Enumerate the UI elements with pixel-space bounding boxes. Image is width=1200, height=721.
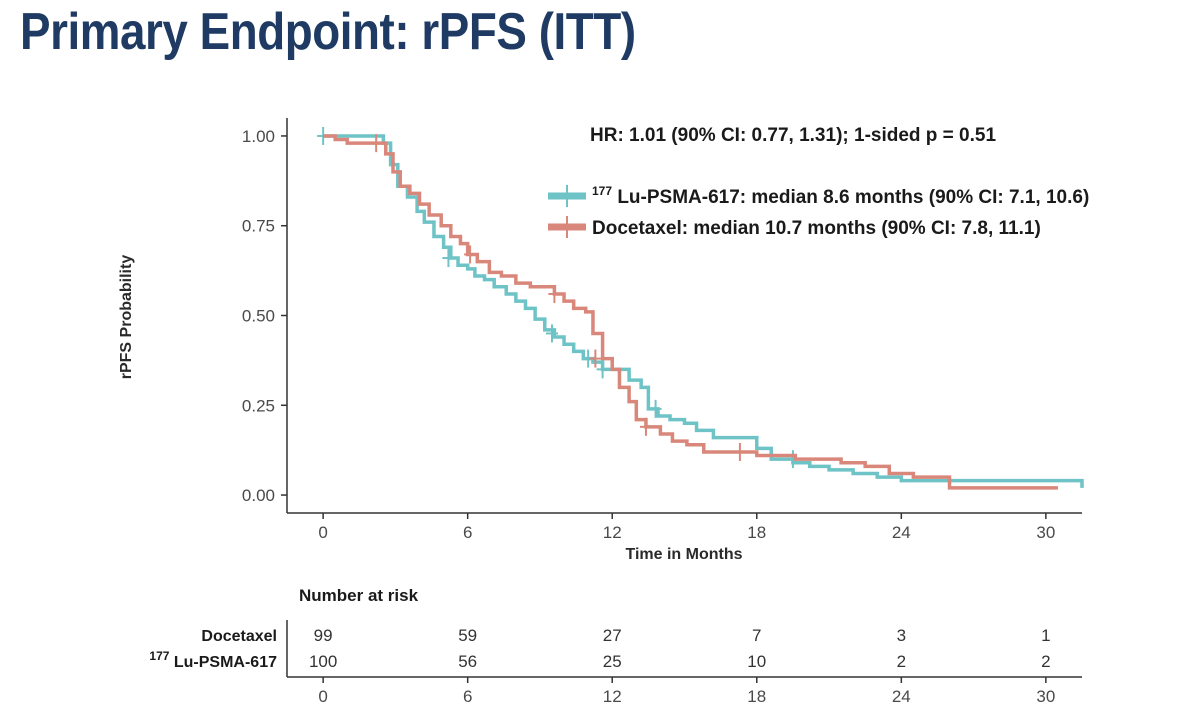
legend: 177 Lu-PSMA-617: median 8.6 months (90% … — [548, 179, 1089, 239]
legend-item-lu: 177 Lu-PSMA-617: median 8.6 months (90% … — [548, 179, 1089, 208]
hr-annotation: HR: 1.01 (90% CI: 0.77, 1.31); 1-sided p… — [590, 125, 996, 146]
risk-x-tick-label: 12 — [603, 687, 622, 706]
risk-x-tick-label: 24 — [892, 687, 911, 706]
risk-table-values: 99 59 27 7 3 1 100 56 25 10 2 2 — [309, 626, 1051, 671]
risk-table-cell: 56 — [458, 652, 477, 671]
km-curves — [317, 126, 1084, 490]
risk-row-label-lu-sup: 177 — [149, 649, 169, 663]
y-ticks: 0.00 0.25 0.50 0.75 1.00 — [242, 127, 287, 505]
risk-table-cell: 2 — [1041, 652, 1050, 671]
legend-label-docetaxel: Docetaxel: median 10.7 months (90% CI: 7… — [592, 218, 1041, 239]
risk-table-cell: 100 — [309, 652, 337, 671]
risk-table-cell: 3 — [897, 626, 906, 645]
x-tick-label: 0 — [318, 523, 327, 542]
risk-row-label-lu-main: Lu-PSMA-617 — [174, 654, 277, 671]
legend-label-lu: 177 Lu-PSMA-617: median 8.6 months (90% … — [592, 179, 1089, 208]
legend-item-docetaxel: Docetaxel: median 10.7 months (90% CI: 7… — [548, 216, 1041, 239]
y-tick-label: 0.75 — [242, 217, 275, 236]
risk-row-label-docetaxel: Docetaxel — [201, 628, 277, 645]
x-tick-label: 18 — [747, 523, 766, 542]
docetaxel-curve — [323, 134, 1058, 490]
y-tick-label: 0.50 — [242, 307, 275, 326]
risk-table-title: Number at risk — [299, 586, 419, 605]
y-axis-label: rPFS Probability — [118, 255, 135, 380]
legend-label-lu-main: Lu-PSMA-617: median 8.6 months (90% CI: … — [617, 187, 1089, 208]
x-ticks: 0 6 12 18 24 30 — [318, 513, 1055, 542]
x-tick-label: 12 — [603, 523, 622, 542]
risk-row-label-lu: 177 Lu-PSMA-617 — [149, 647, 277, 671]
risk-x-tick-label: 30 — [1036, 687, 1055, 706]
risk-table-cell: 25 — [603, 652, 622, 671]
legend-label-lu-sup: 177 — [592, 184, 612, 198]
slide-title: Primary Endpoint: rPFS (ITT) — [20, 3, 636, 61]
x-tick-label: 24 — [892, 523, 911, 542]
risk-table-cell: 1 — [1041, 626, 1050, 645]
y-tick-label: 0.00 — [242, 486, 275, 505]
risk-table-cell: 59 — [458, 626, 477, 645]
x-axis-label: Time in Months — [625, 546, 742, 563]
x-tick-label: 6 — [463, 523, 472, 542]
y-tick-label: 0.25 — [242, 396, 275, 415]
risk-table-x-ticks: 0 6 12 18 24 30 — [318, 677, 1055, 706]
risk-table-cell: 27 — [603, 626, 622, 645]
risk-table-cell: 10 — [747, 652, 766, 671]
risk-table-cell: 2 — [897, 652, 906, 671]
risk-x-tick-label: 0 — [318, 687, 327, 706]
x-tick-label: 30 — [1036, 523, 1055, 542]
risk-table-cell: 7 — [752, 626, 761, 645]
risk-x-tick-label: 6 — [463, 687, 472, 706]
y-tick-label: 1.00 — [242, 127, 275, 146]
risk-table-cell: 99 — [314, 626, 333, 645]
risk-x-tick-label: 18 — [747, 687, 766, 706]
